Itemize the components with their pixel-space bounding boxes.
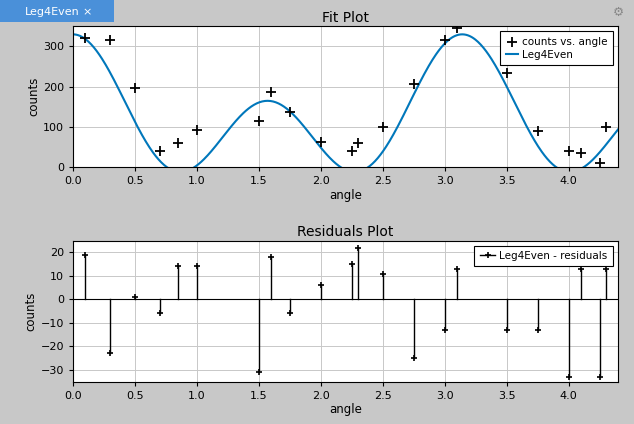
X-axis label: angle: angle [329,403,362,416]
Legend: Leg4Even - residuals: Leg4Even - residuals [474,246,613,266]
Point [266,89,276,95]
Point [316,139,326,146]
Title: Fit Plot: Fit Plot [322,11,369,25]
Point [452,25,462,32]
Point [501,70,512,76]
Point [173,140,183,147]
Text: Leg4Even: Leg4Even [25,7,80,17]
Point [155,148,165,155]
Y-axis label: counts: counts [25,291,37,331]
Point [600,124,611,131]
Point [533,128,543,134]
Point [130,84,140,91]
Point [254,117,264,124]
Point [595,160,605,167]
Point [378,124,388,131]
Y-axis label: counts: counts [27,77,40,117]
Title: Residuals Plot: Residuals Plot [297,226,394,240]
Legend: counts vs. angle, Leg4Even: counts vs. angle, Leg4Even [500,31,613,65]
Point [564,148,574,155]
Point [347,148,357,155]
Point [353,140,363,147]
Point [576,150,586,156]
Point [81,35,91,42]
X-axis label: angle: angle [329,189,362,202]
Point [105,37,115,44]
Bar [0,0,114,22]
Point [439,37,450,44]
Point [285,109,295,116]
Point [409,81,419,87]
Point [191,127,202,134]
Text: ×: × [82,7,92,17]
Text: ⚙: ⚙ [613,6,624,19]
